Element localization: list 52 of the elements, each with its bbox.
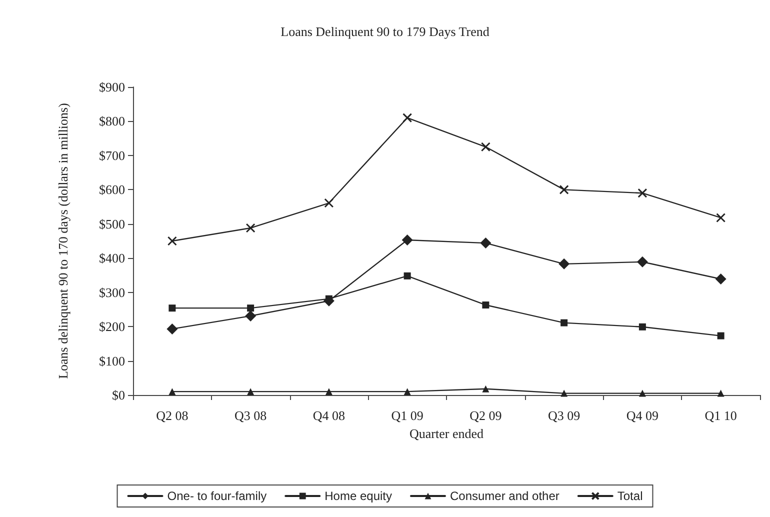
x-tick-label: Q1 09 xyxy=(391,408,424,423)
x-tick-label: Q2 09 xyxy=(470,408,502,423)
point xyxy=(480,238,492,249)
y-tick-label: $400 xyxy=(99,250,125,266)
point xyxy=(560,319,568,326)
y-tick-label: $300 xyxy=(99,284,125,300)
x-tick-label: Q4 08 xyxy=(312,408,346,423)
point xyxy=(166,323,178,334)
point xyxy=(168,304,176,312)
point xyxy=(404,388,411,396)
y-tick-label: $200 xyxy=(99,319,125,334)
point xyxy=(247,304,254,312)
point xyxy=(482,301,490,308)
point xyxy=(404,272,411,280)
point xyxy=(325,388,332,396)
point xyxy=(324,198,334,208)
point xyxy=(168,388,176,396)
x-tick-label: Q2 08 xyxy=(156,408,188,423)
x-axis-title: Quarter ended xyxy=(410,426,484,441)
y-tick-label: $600 xyxy=(99,182,125,198)
point xyxy=(246,223,256,233)
legend-label: Total xyxy=(617,489,643,503)
point xyxy=(638,188,648,198)
x-tick-label: Q3 08 xyxy=(234,408,267,423)
point xyxy=(636,256,648,268)
point xyxy=(560,390,568,397)
y-tick-label: $0 xyxy=(112,388,125,402)
point xyxy=(717,332,724,340)
point xyxy=(715,273,726,284)
point xyxy=(402,234,413,246)
point xyxy=(716,212,726,222)
x-tick-label: Q4 09 xyxy=(626,408,659,423)
point xyxy=(245,310,256,322)
y-tick-label: $900 xyxy=(99,80,125,94)
chart-title: Loans Delinquent 90 to 179 Days Trend xyxy=(280,24,490,39)
y-tick-label: $100 xyxy=(99,353,125,368)
legend-label: Consumer and other xyxy=(450,489,560,503)
point xyxy=(638,323,646,330)
point xyxy=(558,258,570,270)
y-tick-label: $800 xyxy=(99,114,125,129)
point xyxy=(638,390,646,397)
legend-label: One- to four-family xyxy=(167,489,267,503)
y-axis-title: Loans delinquent 90 to 170 days (dollars in millions) xyxy=(56,103,70,379)
y-tick-label: $500 xyxy=(99,216,125,232)
point xyxy=(402,113,412,123)
point xyxy=(717,390,724,397)
x-tick-label: Q3 09 xyxy=(548,408,580,423)
legend-label: Home equity xyxy=(324,489,392,503)
x-tick-label: Q1 10 xyxy=(704,408,737,423)
point xyxy=(482,385,490,392)
point xyxy=(247,388,254,396)
y-tick-label: $700 xyxy=(99,148,125,163)
